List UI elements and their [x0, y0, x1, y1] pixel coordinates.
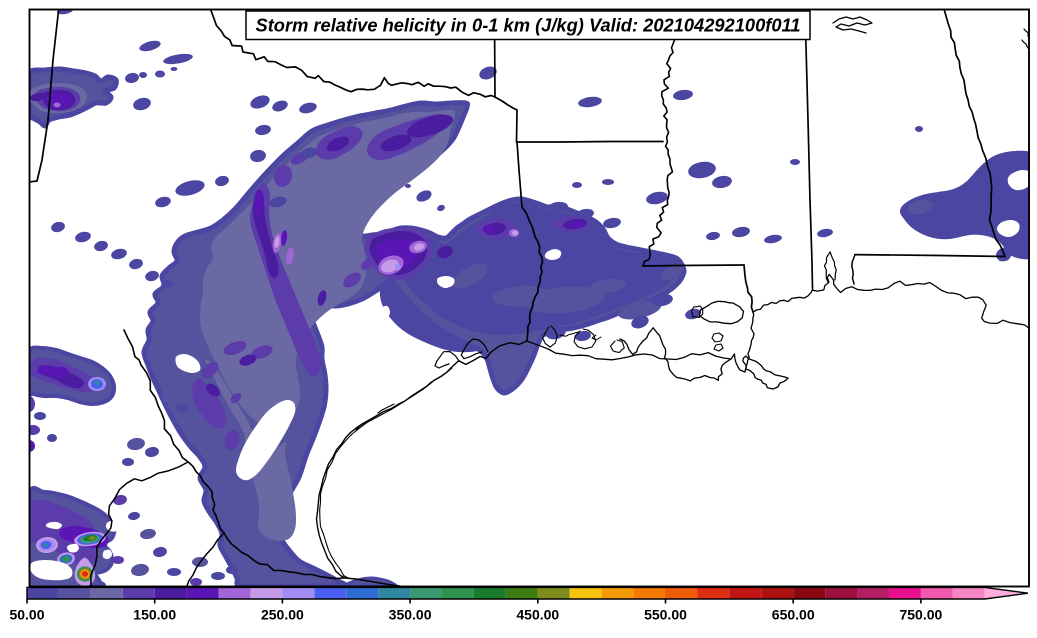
svg-text:350.00: 350.00 — [389, 607, 432, 623]
svg-text:550.00: 550.00 — [644, 607, 687, 623]
svg-text:Storm relative helicity in 0-1: Storm relative helicity in 0-1 km (J/kg)… — [256, 15, 801, 36]
svg-text:250.00: 250.00 — [261, 607, 304, 623]
svg-text:650.00: 650.00 — [772, 607, 815, 623]
svg-text:150.00: 150.00 — [133, 607, 176, 623]
svg-text:50.00: 50.00 — [9, 607, 44, 623]
svg-text:450.00: 450.00 — [516, 607, 559, 623]
svg-text:750.00: 750.00 — [899, 607, 942, 623]
